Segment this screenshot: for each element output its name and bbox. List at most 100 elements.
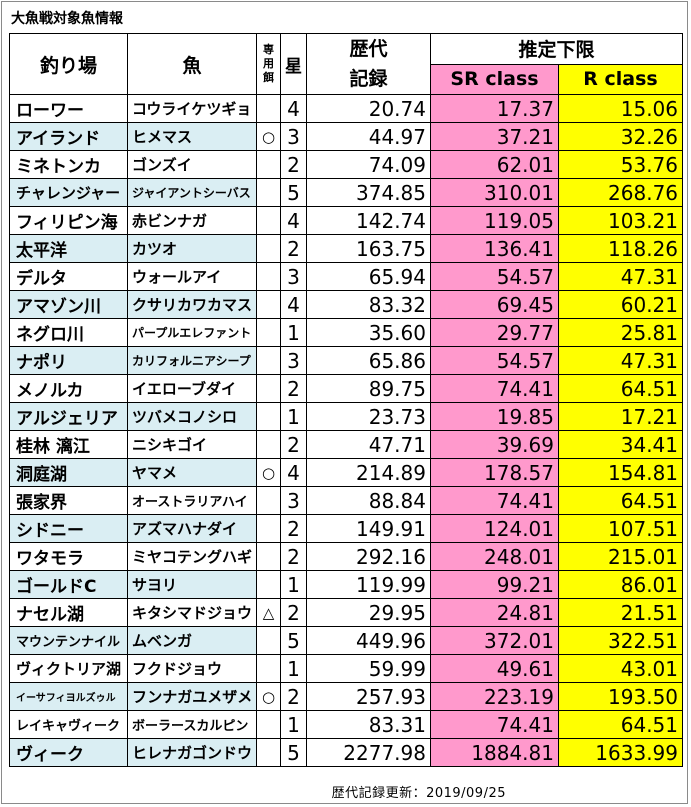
table-row: 洞庭湖 ヤマメ ○ 4 214.89 178.57 154.81 — [9, 458, 684, 487]
fish-cell: オーストラリアハイ — [127, 486, 257, 515]
fish-cell: ヒレナガゴンドウ — [127, 738, 257, 767]
star-cell: 2 — [280, 682, 307, 711]
sr-class-cell: 37.21 — [430, 122, 559, 151]
r-class-cell: 47.31 — [557, 346, 684, 375]
fish-cell: ムベンガ — [127, 626, 257, 655]
spot-cell: アマゾン川 — [9, 290, 128, 319]
record-cell: 119.99 — [306, 570, 431, 599]
star-cell: 5 — [280, 738, 307, 767]
spot-cell: アイランド — [9, 122, 128, 151]
sr-class-cell: 74.41 — [430, 374, 559, 403]
star-cell: 1 — [280, 402, 307, 431]
record-cell: 2277.98 — [306, 738, 431, 767]
bait-cell — [256, 710, 281, 739]
star-cell: 1 — [280, 654, 307, 683]
star-cell: 5 — [280, 626, 307, 655]
record-cell: 142.74 — [306, 206, 431, 235]
sr-class-cell: 62.01 — [430, 150, 559, 179]
fish-cell: フンナガユメザメ — [127, 682, 257, 711]
sr-class-cell: 99.21 — [430, 570, 559, 599]
spot-cell: ゴールドC — [9, 570, 128, 599]
r-class-cell: 322.51 — [557, 626, 684, 655]
record-cell: 374.85 — [306, 178, 431, 207]
fish-cell: コウライケツギョ — [127, 94, 257, 123]
fish-cell: サヨリ — [127, 570, 257, 599]
spot-cell: イーサフィヨルズゥル — [9, 682, 128, 711]
fish-cell: アズマハナダイ — [127, 514, 257, 543]
fish-cell: ミヤコテングハギ — [127, 542, 257, 571]
sheet-title: 大魚戦対象魚情報 — [11, 11, 123, 27]
bait-cell: ○ — [256, 122, 281, 151]
r-class-cell: 86.01 — [557, 570, 684, 599]
bait-cell — [256, 486, 281, 515]
bait-cell — [256, 374, 281, 403]
record-cell: 163.75 — [306, 234, 431, 263]
r-class-cell: 103.21 — [557, 206, 684, 235]
r-class-cell: 215.01 — [557, 542, 684, 571]
record-updated-note: 歴代記録更新：2019/09/25 — [331, 786, 506, 801]
spot-cell: 張家界 — [9, 486, 128, 515]
bait-cell — [256, 318, 281, 347]
record-cell: 59.99 — [306, 654, 431, 683]
r-class-cell: 268.76 — [557, 178, 684, 207]
spot-cell: ナポリ — [9, 346, 128, 375]
record-cell: 44.97 — [306, 122, 431, 151]
bait-cell — [256, 346, 281, 375]
bait-cell — [256, 542, 281, 571]
record-cell: 35.60 — [306, 318, 431, 347]
sr-class-cell: 54.57 — [430, 346, 559, 375]
bait-cell — [256, 234, 281, 263]
fish-cell: パープルエレファント — [127, 318, 257, 347]
spot-cell: ナセル湖 — [9, 598, 128, 627]
star-cell: 1 — [280, 318, 307, 347]
spot-cell: ヴィーク — [9, 738, 128, 767]
table-row: ゴールドC サヨリ 1 119.99 99.21 86.01 — [9, 570, 684, 599]
spot-cell: メノルカ — [9, 374, 128, 403]
header-spot: 釣り場 — [9, 33, 128, 95]
table-row: アマゾン川 クサリカワカマス 4 83.32 69.45 60.21 — [9, 290, 684, 319]
fish-cell: ツバメコノシロ — [127, 402, 257, 431]
spot-cell: ネグロ川 — [9, 318, 128, 347]
star-cell: 2 — [280, 598, 307, 627]
spot-cell: ローワー — [9, 94, 128, 123]
bait-cell — [256, 262, 281, 291]
r-class-cell: 17.21 — [557, 402, 684, 431]
table-row: ローワー コウライケツギョ 4 20.74 17.37 15.06 — [9, 94, 684, 123]
fish-cell: ヤマメ — [127, 458, 257, 487]
sr-class-cell: 248.01 — [430, 542, 559, 571]
bait-cell — [256, 626, 281, 655]
sr-class-cell: 1884.81 — [430, 738, 559, 767]
sr-class-cell: 24.81 — [430, 598, 559, 627]
sr-class-cell: 17.37 — [430, 94, 559, 123]
r-class-cell: 25.81 — [557, 318, 684, 347]
r-class-cell: 64.51 — [557, 710, 684, 739]
table-body: ローワー コウライケツギョ 4 20.74 17.37 15.06 アイランド ヒメマス ○ 3 4… — [9, 94, 684, 767]
header-row-1: 釣り場 魚 専用餌 星 歴代 記録 推定下限 — [9, 33, 684, 95]
table-row: 張家界 オーストラリアハイ 3 88.84 74.41 64.51 — [9, 486, 684, 515]
bait-cell — [256, 94, 281, 123]
record-cell: 449.96 — [306, 626, 431, 655]
star-cell: 5 — [280, 178, 307, 207]
sr-class-cell: 372.01 — [430, 626, 559, 655]
record-cell: 83.32 — [306, 290, 431, 319]
fish-cell: ボーラースカルピン — [127, 710, 257, 739]
table-row: フィリピン海 赤ビンナガ 4 142.74 119.05 103.21 — [9, 206, 684, 235]
fish-cell: ジャイアントシーバス — [127, 178, 257, 207]
spot-cell: フィリピン海 — [9, 206, 128, 235]
table-row: ネグロ川 パープルエレファント 1 35.60 29.77 25.81 — [9, 318, 684, 347]
record-cell: 47.71 — [306, 430, 431, 459]
star-cell: 4 — [280, 290, 307, 319]
fish-cell: カリフォルニアシープ — [127, 346, 257, 375]
bait-cell: ○ — [256, 458, 281, 487]
bait-cell — [256, 514, 281, 543]
bait-cell — [256, 150, 281, 179]
spot-cell: アルジェリア — [9, 402, 128, 431]
star-cell: 2 — [280, 430, 307, 459]
record-cell: 29.95 — [306, 598, 431, 627]
record-cell: 88.84 — [306, 486, 431, 515]
r-class-cell: 1633.99 — [557, 738, 684, 767]
bait-cell: ○ — [256, 682, 281, 711]
star-cell: 2 — [280, 374, 307, 403]
bait-cell — [256, 738, 281, 767]
